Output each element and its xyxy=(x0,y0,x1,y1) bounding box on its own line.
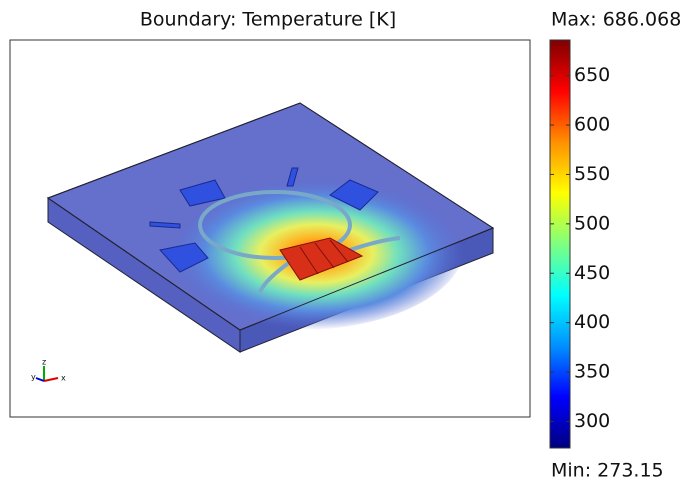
triad-label: x xyxy=(61,374,66,383)
triad-label: y xyxy=(31,373,36,382)
chart-title: Boundary: Temperature [K] xyxy=(140,9,396,31)
colorbar-tick-label: 300 xyxy=(574,410,610,432)
colorbar-tick-label: 650 xyxy=(574,64,610,86)
colorbar-tick-label: 600 xyxy=(574,114,610,136)
colorbar-max: Max: 686.068 xyxy=(551,9,681,31)
colorbar-tick-label: 550 xyxy=(574,163,610,185)
colorbar-tick-label: 450 xyxy=(574,262,610,284)
colorbar-tick-label: 500 xyxy=(574,212,610,234)
colorbar-tick-label: 350 xyxy=(574,361,610,383)
triad-label: z xyxy=(42,358,46,367)
colorbar-min: Min: 273.15 xyxy=(551,460,664,482)
colorbar-tick-label: 400 xyxy=(574,311,610,333)
colorbar xyxy=(550,40,570,448)
chart: Boundary: Temperature [K] y z x Max: 686… xyxy=(0,0,693,487)
